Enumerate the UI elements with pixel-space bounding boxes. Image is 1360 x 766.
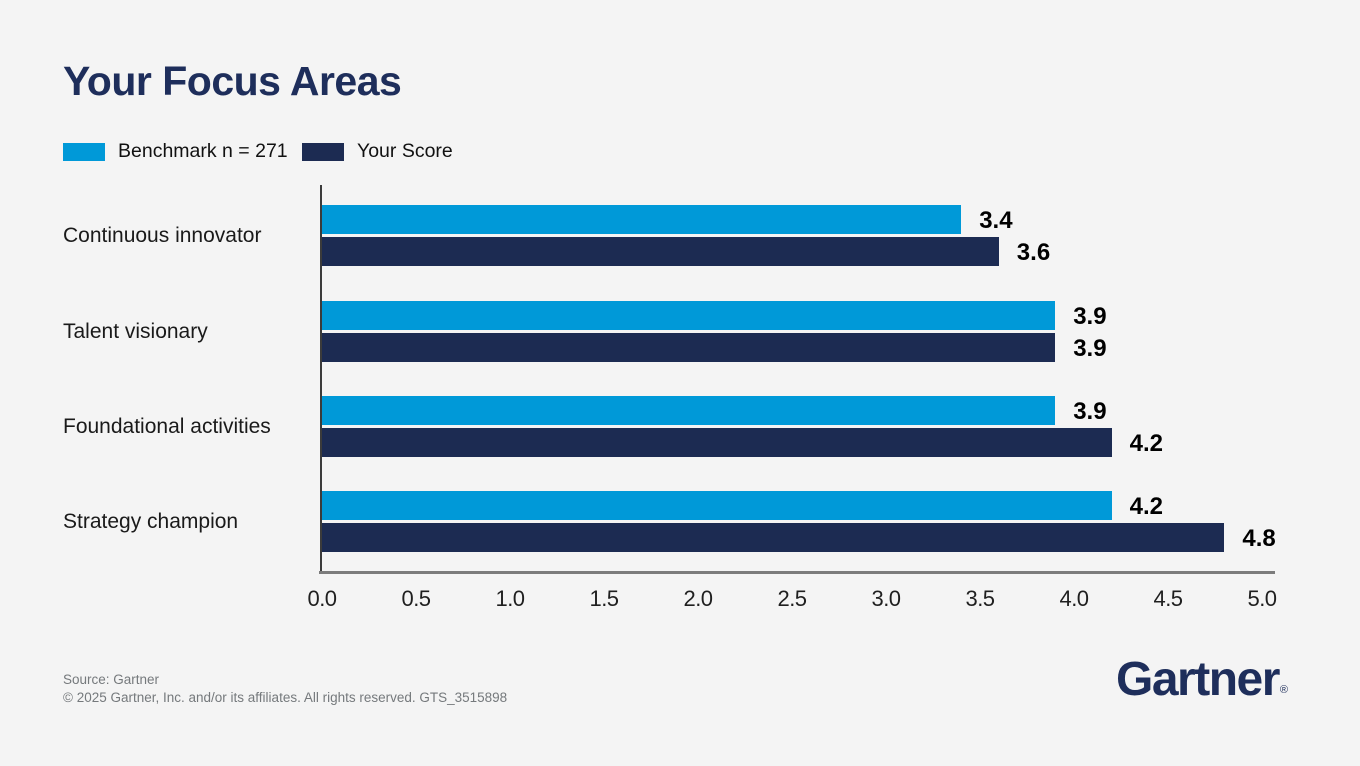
- score-value-label: 4.8: [1242, 524, 1276, 552]
- category-label: Continuous innovator: [63, 224, 262, 247]
- category-label: Strategy champion: [63, 510, 239, 533]
- category-label: Foundational activities: [63, 415, 271, 438]
- score-value-label: 3.9: [1073, 334, 1107, 362]
- benchmark-bar: [322, 491, 1112, 520]
- x-axis-tick-label: 0.0: [307, 586, 337, 611]
- legend: Benchmark n = 271 Your Score: [0, 140, 1360, 166]
- x-axis-line: [319, 571, 1275, 574]
- x-axis-tick-label: 1.0: [495, 586, 525, 611]
- benchmark-bar: [322, 301, 1056, 330]
- gartner-logo: Gartner®: [1116, 652, 1288, 707]
- score-bar: [322, 237, 999, 266]
- x-axis-tick-label: 3.0: [871, 586, 901, 611]
- your-score-swatch: [302, 142, 344, 161]
- score-bar: [322, 333, 1056, 362]
- benchmark-value-label: 3.4: [979, 206, 1013, 234]
- score-value-label: 4.2: [1129, 429, 1163, 457]
- x-axis-tick-label: 0.5: [401, 586, 431, 611]
- source-note: Source: Gartner © 2025 Gartner, Inc. and…: [63, 671, 507, 706]
- score-value-label: 3.6: [1016, 238, 1051, 266]
- score-bar: [322, 428, 1112, 457]
- benchmark-value-label: 3.9: [1073, 397, 1107, 425]
- x-axis-tick-label: 2.0: [683, 586, 713, 611]
- benchmark-value-label: 3.9: [1073, 302, 1107, 330]
- y-axis-line: [320, 185, 322, 572]
- copyright-line: © 2025 Gartner, Inc. and/or its affiliat…: [63, 689, 508, 705]
- x-axis-tick-label: 4.0: [1059, 586, 1089, 611]
- page-title: Your Focus Areas: [63, 58, 402, 104]
- x-axis-tick-label: 5.0: [1247, 586, 1277, 611]
- legend-label: Benchmark n = 271: [118, 140, 288, 162]
- legend-label: Your Score: [357, 140, 453, 162]
- benchmark-value-label: 4.2: [1129, 492, 1163, 520]
- legend-item-your-score: Your Score: [302, 140, 453, 163]
- x-axis-tick-label: 1.5: [589, 586, 619, 611]
- benchmark-bar: [322, 205, 962, 234]
- category-label: Talent visionary: [63, 320, 208, 343]
- benchmark-swatch: [63, 142, 105, 161]
- registered-trademark-icon: ®: [1279, 684, 1288, 696]
- x-axis-tick-label: 3.5: [965, 586, 995, 611]
- source-line: Source: Gartner: [63, 672, 160, 687]
- x-axis-tick-label: 4.5: [1153, 586, 1183, 611]
- score-bar: [322, 523, 1225, 552]
- gartner-logo-text: Gartner: [1116, 653, 1280, 706]
- benchmark-bar: [322, 396, 1056, 425]
- x-axis-tick-label: 2.5: [777, 586, 807, 611]
- legend-item-benchmark: Benchmark n = 271: [63, 140, 288, 163]
